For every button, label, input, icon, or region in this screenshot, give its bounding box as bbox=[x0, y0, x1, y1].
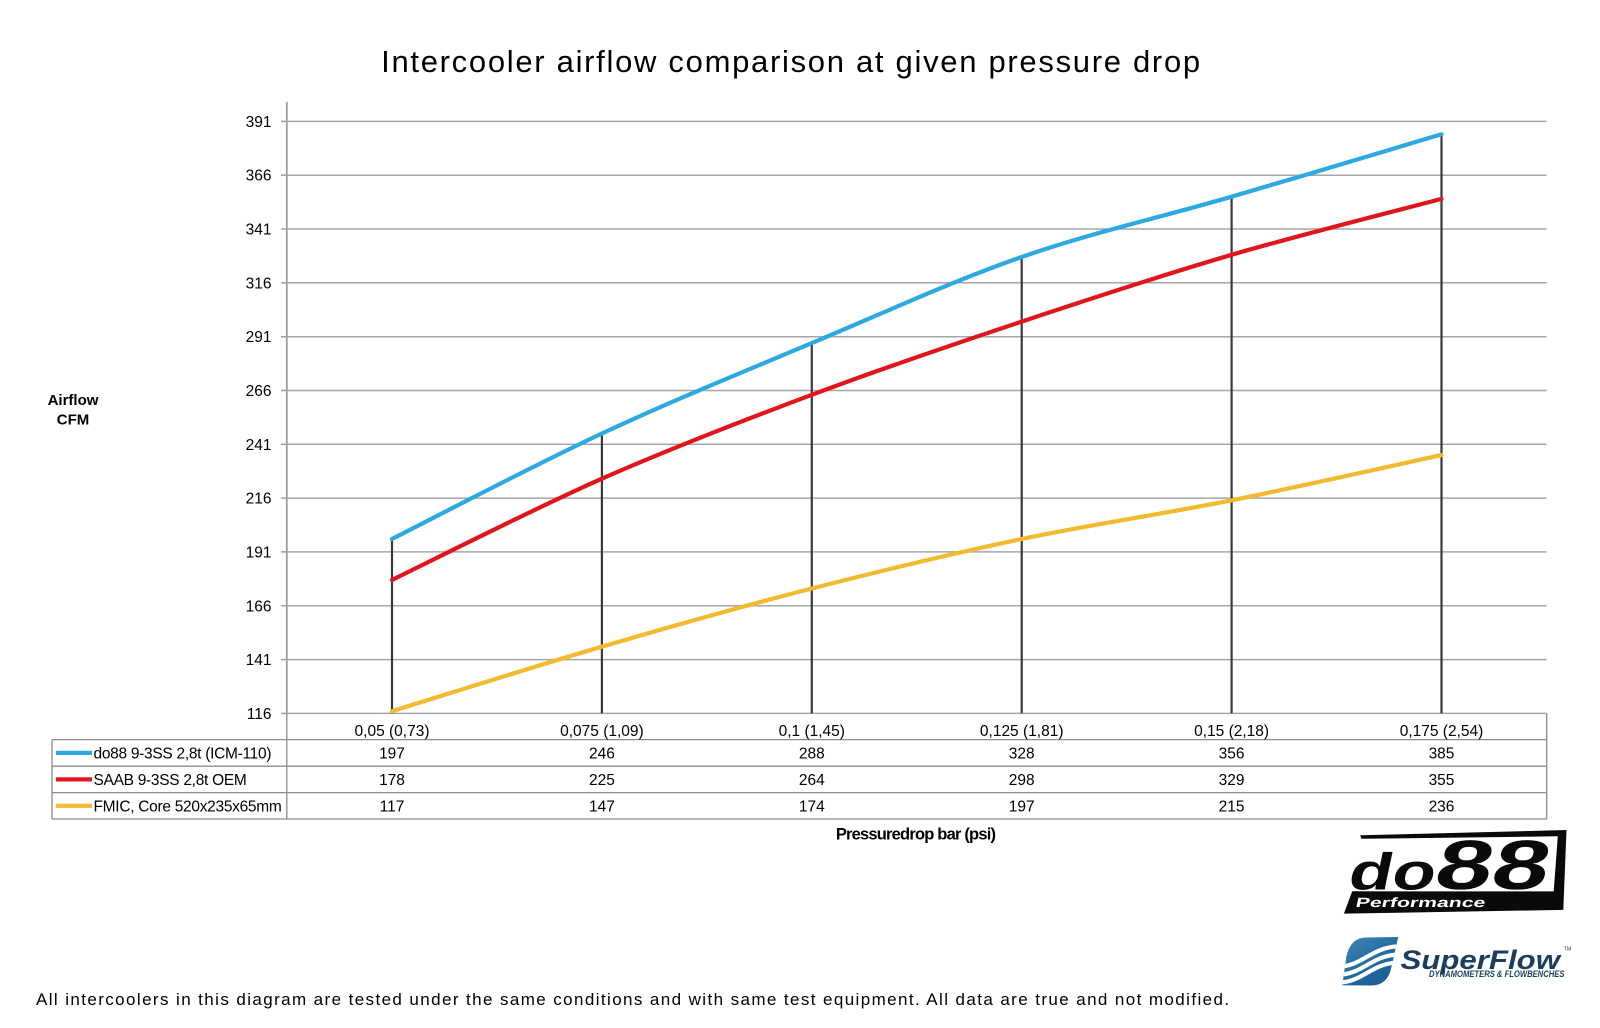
svg-text:288: 288 bbox=[799, 745, 825, 762]
svg-text:do88 9-3SS 2,8t (ICM-110): do88 9-3SS 2,8t (ICM-110) bbox=[94, 745, 272, 762]
svg-text:DYNAMOMETERS & FLOWBENCHES: DYNAMOMETERS & FLOWBENCHES bbox=[1429, 969, 1565, 980]
svg-text:SuperFlow: SuperFlow bbox=[1401, 946, 1563, 975]
svg-text:141: 141 bbox=[246, 652, 272, 669]
svg-text:0,075 (1,09): 0,075 (1,09) bbox=[560, 723, 644, 740]
svg-text:0,05 (0,73): 0,05 (0,73) bbox=[355, 723, 430, 740]
svg-text:246: 246 bbox=[589, 745, 615, 762]
svg-text:225: 225 bbox=[589, 772, 615, 789]
svg-text:0,175 (2,54): 0,175 (2,54) bbox=[1400, 723, 1484, 740]
svg-text:178: 178 bbox=[379, 772, 405, 789]
svg-text:174: 174 bbox=[799, 798, 825, 815]
svg-text:191: 191 bbox=[246, 544, 272, 561]
svg-text:266: 266 bbox=[246, 383, 272, 400]
svg-text:316: 316 bbox=[246, 275, 272, 292]
svg-text:TM: TM bbox=[1564, 947, 1572, 953]
svg-text:117: 117 bbox=[380, 798, 405, 815]
svg-text:116: 116 bbox=[247, 706, 272, 723]
svg-text:356: 356 bbox=[1219, 745, 1245, 762]
svg-text:147: 147 bbox=[589, 798, 615, 815]
svg-text:215: 215 bbox=[1219, 798, 1245, 815]
svg-text:264: 264 bbox=[799, 772, 825, 789]
svg-text:0,15 (2,18): 0,15 (2,18) bbox=[1194, 723, 1269, 740]
svg-text:291: 291 bbox=[246, 329, 272, 346]
svg-text:FMIC, Core 520x235x65mm: FMIC, Core 520x235x65mm bbox=[94, 798, 282, 815]
svg-text:197: 197 bbox=[379, 745, 405, 762]
svg-text:366: 366 bbox=[246, 168, 272, 185]
svg-text:Performance: Performance bbox=[1354, 895, 1487, 910]
svg-text:SAAB 9-3SS 2,8t OEM: SAAB 9-3SS 2,8t OEM bbox=[94, 772, 247, 789]
svg-text:166: 166 bbox=[246, 598, 272, 615]
svg-text:391: 391 bbox=[246, 114, 272, 131]
svg-text:341: 341 bbox=[246, 222, 272, 239]
svg-text:do: do bbox=[1344, 843, 1443, 901]
svg-text:355: 355 bbox=[1429, 772, 1455, 789]
svg-text:216: 216 bbox=[246, 491, 272, 508]
svg-text:CFM: CFM bbox=[57, 411, 90, 428]
svg-text:0,1 (1,45): 0,1 (1,45) bbox=[779, 723, 845, 740]
svg-text:236: 236 bbox=[1429, 798, 1455, 815]
svg-text:385: 385 bbox=[1429, 745, 1455, 762]
svg-text:329: 329 bbox=[1219, 772, 1245, 789]
svg-text:Airflow: Airflow bbox=[48, 392, 99, 409]
svg-text:88: 88 bbox=[1429, 825, 1559, 904]
svg-text:197: 197 bbox=[1009, 798, 1035, 815]
svg-text:Pressuredrop bar (psi): Pressuredrop bar (psi) bbox=[836, 826, 996, 844]
svg-text:241: 241 bbox=[246, 437, 272, 454]
svg-text:328: 328 bbox=[1009, 745, 1035, 762]
svg-text:Intercooler airflow comparison: Intercooler airflow comparison at given … bbox=[381, 44, 1202, 79]
svg-text:All intercoolers in this diagr: All intercoolers in this diagram are tes… bbox=[36, 990, 1230, 1009]
svg-text:0,125 (1,81): 0,125 (1,81) bbox=[980, 723, 1064, 740]
svg-text:298: 298 bbox=[1009, 772, 1035, 789]
